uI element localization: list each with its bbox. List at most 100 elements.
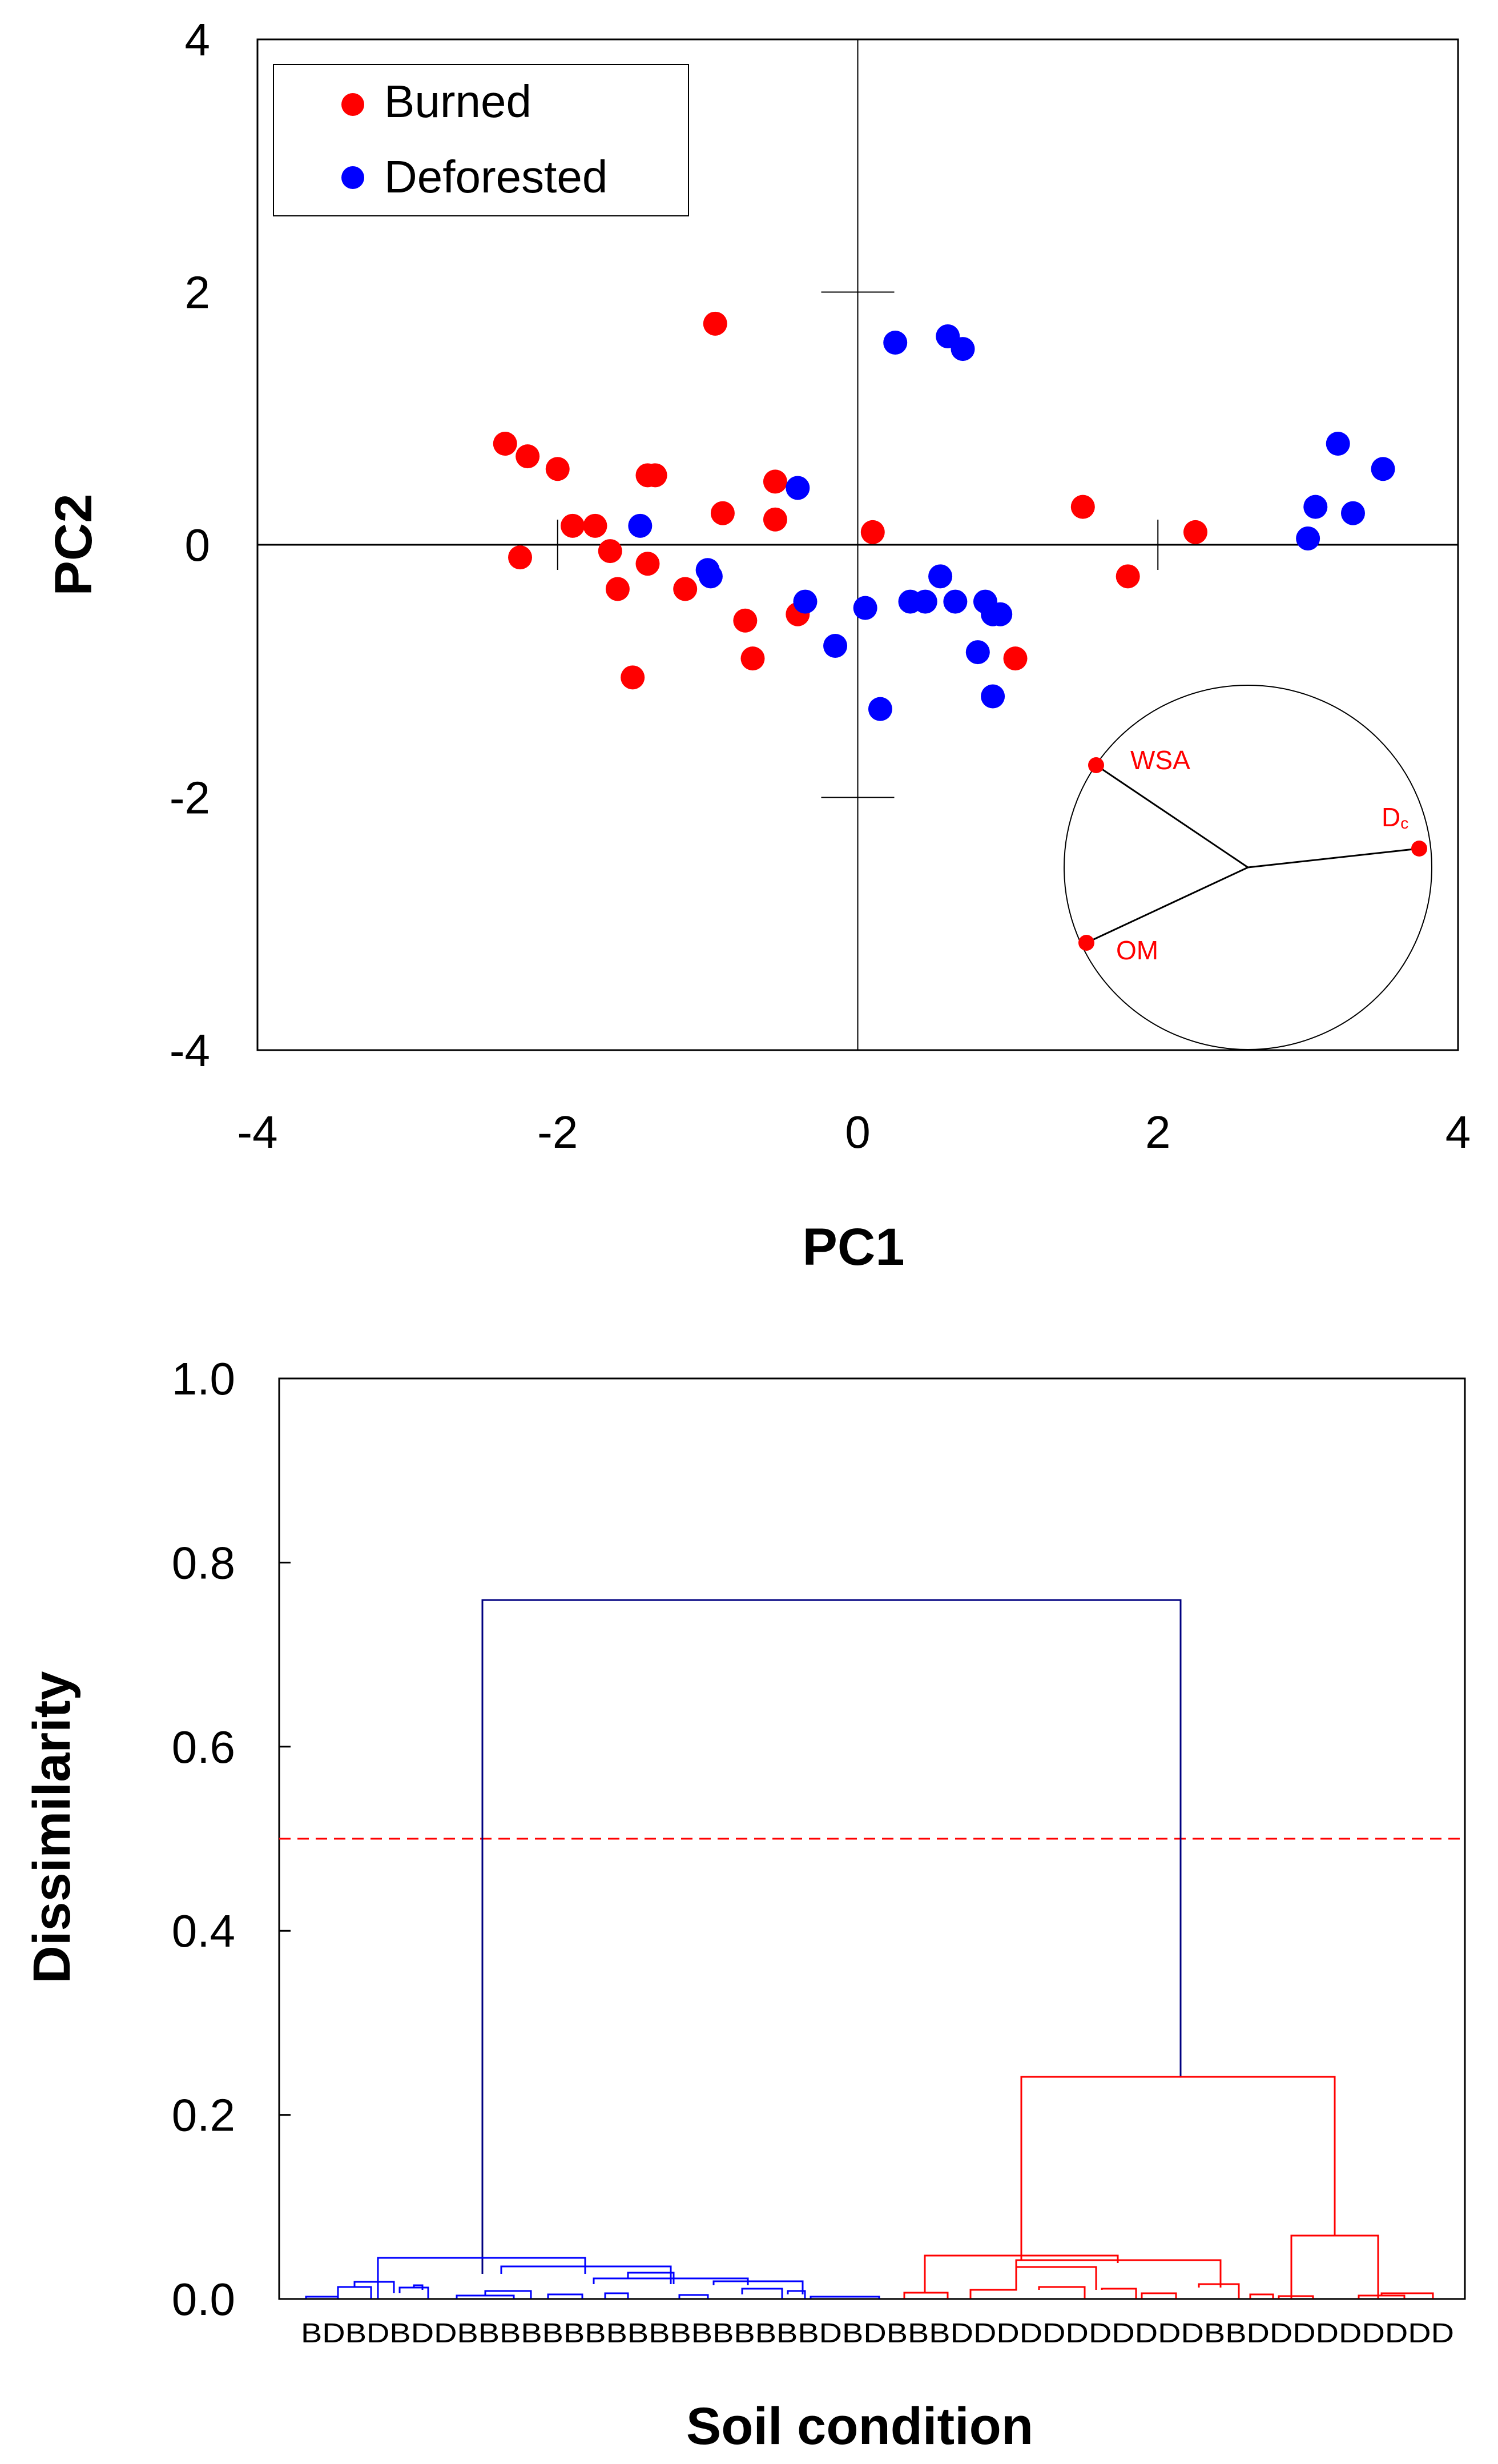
blue-link-d [413,2284,424,2290]
blue-link-j [712,2280,804,2294]
loading-vector-wsa [1096,764,1249,869]
loading-label-wsa: WSA [1130,745,1190,775]
pca-x-tick-label: 2 [1145,1107,1171,1157]
pca-x-tick-label: 0 [845,1107,871,1157]
dendrogram-y-ticks: 1.0 0.8 0.6 0.4 0.2 0.0 [172,1353,291,2325]
dendrogram-branches [305,1599,1434,2298]
pca-points [493,311,1395,721]
dendrogram-y-tick-label: 0.4 [172,1906,235,1956]
deforested-point [868,697,892,721]
blue-link-p [678,2294,709,2298]
burned-point [561,513,585,538]
red-link-c [969,2263,1017,2298]
red-link-h [1249,2293,1274,2298]
red-link-k [1380,2292,1434,2298]
burned-point [493,432,517,456]
burned-point [710,501,735,525]
burned-point [763,469,787,494]
pca-y-tick-label: -4 [170,1025,210,1076]
dendrogram-y-tick-label: 0.6 [172,1722,235,1772]
burned-point [635,552,660,576]
pca-x-axis-title: PC1 [803,1218,905,1276]
deforested-point [928,564,953,589]
red-link-b [903,2292,949,2298]
pca-y-tick-label: 2 [185,267,211,318]
pca-legend: Burned Deforested [273,64,689,216]
loading-label-dc-sub: c [1400,814,1408,832]
blue-cluster [305,2257,880,2298]
pca-scatter-chart: -4 -2 0 2 4 4 2 0 -2 -4 Burned Deforested WSA Dc … [45,14,1471,1276]
red-top-link [1020,2076,1336,2260]
deforested-point [698,564,723,589]
burned-point [621,665,645,690]
deforested-point [1371,457,1395,481]
dendrogram-y-tick-label: 0.8 [172,1537,235,1588]
burned-point [673,577,698,601]
pca-zero-axes [257,39,1458,1050]
deforested-point [951,337,975,361]
deforested-point [988,602,1013,626]
pca-x-tick-label: -4 [237,1107,277,1157]
red-right-link [1290,2234,1379,2298]
blue-link-o [604,2292,629,2298]
red-cluster [903,2076,1434,2298]
dendrogram-y-axis-title: Dissimilarity [23,1671,81,1983]
loadings-inset: WSA Dc OM [1064,685,1432,1050]
deforested-point [853,596,877,620]
loading-label-dc: Dc [1382,802,1408,832]
deforested-point [965,640,990,665]
legend-burned-label: Burned [384,76,531,127]
blue-link-l [787,2290,806,2298]
burned-point [516,444,540,469]
burned-point [860,520,885,544]
loading-point-dc [1411,841,1427,857]
burned-point [733,608,758,633]
red-link-l [1141,2292,1177,2298]
legend-deforested-marker [341,166,364,189]
pca-y-tick-label: 0 [185,520,211,570]
deforested-point [793,589,818,614]
blue-link-i [627,2272,675,2284]
deforested-point [981,684,1005,709]
dendrogram-y-tick-label: 0.2 [172,2090,235,2141]
burned-point [1003,646,1028,671]
blue-link-m [547,2293,583,2298]
deforested-point [913,589,937,614]
deforested-point [883,331,908,355]
loading-label-dc-main: D [1382,802,1400,832]
root-link [481,1599,1182,2274]
burned-point [545,457,570,481]
blue-link-n [810,2296,880,2298]
burned-point [635,463,660,488]
pca-tick-labels: -4 -2 0 2 4 4 2 0 -2 -4 [170,14,1471,1157]
dendrogram-leaf-labels: BDBDBDDBBBBBBBBBBBBBBBBBDBDBBBDDDDDDDDDD… [301,2318,1454,2349]
blue-link-e [305,2296,339,2298]
burned-point [1116,564,1140,589]
dendrogram-y-tick-label: 0.0 [172,2274,235,2325]
red-link-g [1198,2283,1240,2298]
pca-y-axis-title: PC2 [45,494,103,596]
pca-legend-box [273,64,689,216]
pca-y-tick-label: 4 [185,14,211,65]
loading-point-wsa [1088,757,1104,773]
deforested-point [1296,526,1320,550]
legend-burned-marker [341,93,364,116]
dendrogram-x-axis-title: Soil condition [686,2397,1033,2455]
blue-sub-link [500,2265,672,2284]
red-link-d [1015,2266,1097,2290]
red-link-e [1038,2286,1086,2298]
loading-point-om [1078,935,1094,951]
deforested-point [1303,495,1328,519]
burned-point [763,507,787,532]
dendrogram-y-tick-label: 1.0 [172,1353,235,1404]
deforested-point [943,589,968,614]
legend-deforested-label: Deforested [384,151,607,202]
pca-x-tick-label: -2 [537,1107,578,1157]
pca-y-tick-label: -2 [170,773,210,823]
red-link-i [1278,2295,1314,2298]
loading-vector-om [1086,866,1249,944]
deforested-point [823,634,848,658]
red-link-f [1101,2288,1137,2298]
blue-link-g [484,2290,532,2298]
